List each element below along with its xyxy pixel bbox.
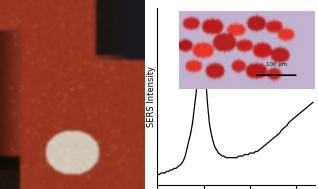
Y-axis label: SERS Intensity: SERS Intensity: [147, 66, 156, 127]
